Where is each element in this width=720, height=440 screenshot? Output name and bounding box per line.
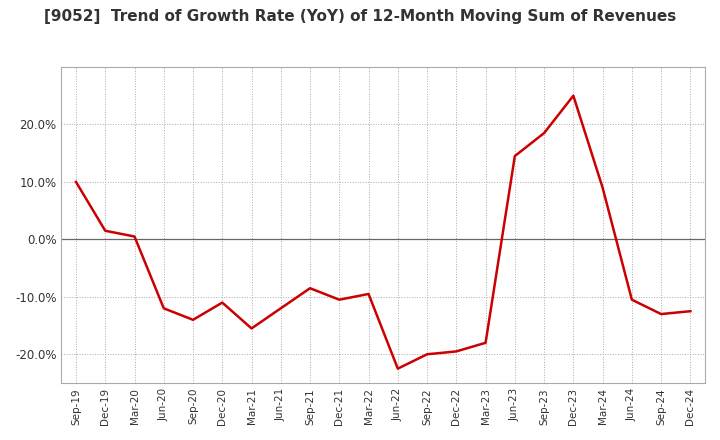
Text: [9052]  Trend of Growth Rate (YoY) of 12-Month Moving Sum of Revenues: [9052] Trend of Growth Rate (YoY) of 12-…: [44, 9, 676, 24]
